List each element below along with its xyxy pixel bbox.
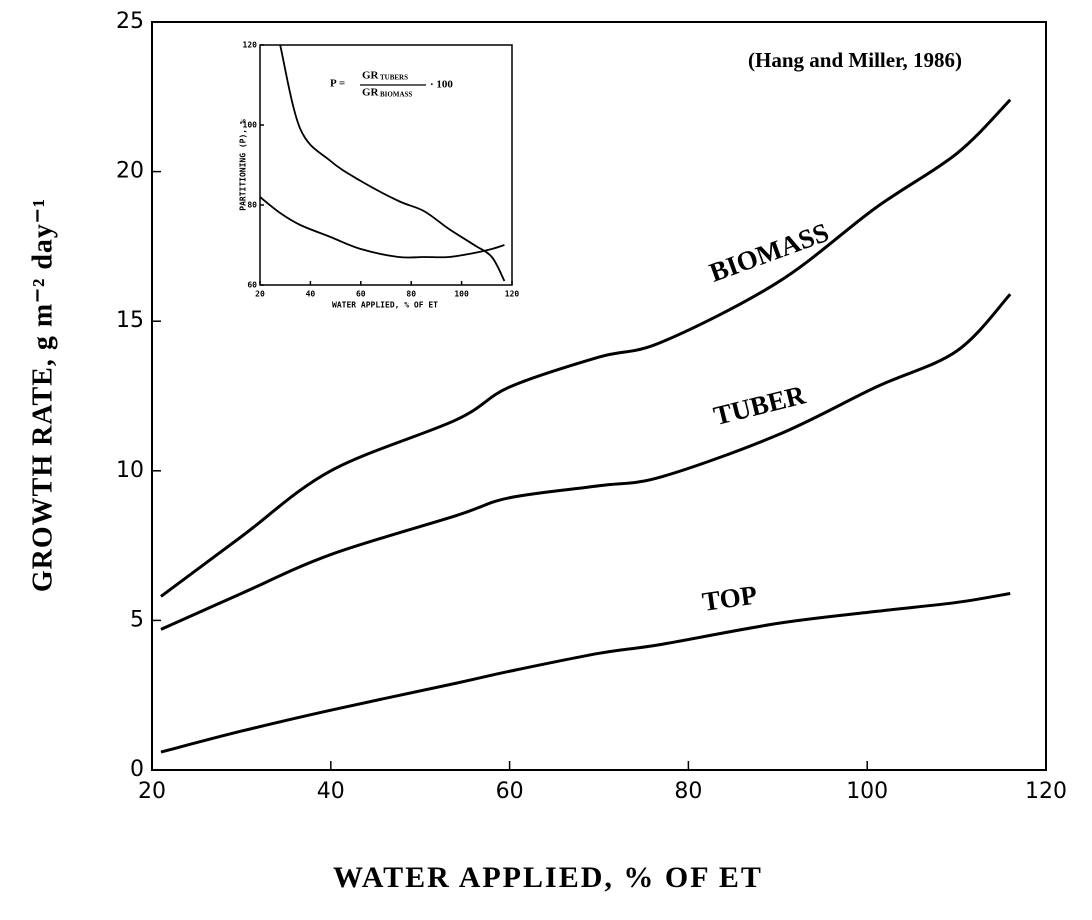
equation-numerator-sub: TUBERS (380, 74, 408, 82)
inset-x-label: WATER APPLIED, % OF ET (332, 301, 438, 310)
series-line (160, 293, 1012, 631)
equation-denominator-sub: BIOMASS (380, 91, 412, 99)
equation-rhs: · 100 (430, 79, 453, 91)
x-tick-label: 80 (674, 779, 702, 804)
equation: P = GR TUBERS GR BIOMASS · 100 (330, 70, 453, 99)
x-tick-label: 40 (317, 779, 345, 804)
y-tick-label: 5 (130, 607, 144, 632)
x-tick-label: 40 (306, 290, 316, 299)
x-tick-label: 120 (505, 290, 520, 299)
y-tick-label: 60 (247, 281, 257, 290)
series-line (279, 44, 506, 282)
equation-lhs: P = (330, 78, 345, 90)
y-tick-label: 15 (116, 308, 144, 333)
y-tick-label: 100 (243, 121, 258, 130)
series-line (160, 591, 1011, 754)
series-label: TUBER (711, 379, 809, 431)
y-axis-label: GROWTH RATE, g m⁻² day⁻¹ (27, 198, 58, 592)
y-tick-label: 80 (247, 201, 257, 210)
annotation: (Hang and Miller, 1986) (748, 48, 962, 72)
series-label: TOP (700, 580, 759, 617)
series-label: BIOMASS (705, 217, 832, 288)
equation-numerator: GR (362, 70, 380, 82)
equation-denominator: GR (362, 87, 380, 99)
x-axis-label: WATER APPLIED, % OF ET (333, 861, 763, 894)
x-tick-label: 20 (255, 290, 265, 299)
series-line (160, 98, 1012, 598)
plot-frame (151, 21, 1047, 771)
y-tick-label: 0 (130, 757, 144, 782)
y-tick-label: 25 (116, 9, 144, 34)
x-tick-label: 80 (406, 290, 416, 299)
y-tick-label: 120 (243, 41, 258, 50)
x-tick-label: 60 (356, 290, 366, 299)
y-tick-label: 20 (116, 159, 144, 184)
y-tick-label: 10 (116, 458, 144, 483)
x-tick-label: 100 (454, 290, 469, 299)
inset-y-label: PARTITIONING (P), % (239, 119, 248, 211)
x-tick-label: 60 (496, 779, 524, 804)
x-tick-label: 20 (138, 779, 166, 804)
x-tick-label: 120 (1025, 779, 1067, 804)
x-tick-label: 100 (846, 779, 888, 804)
series-line (259, 196, 505, 259)
